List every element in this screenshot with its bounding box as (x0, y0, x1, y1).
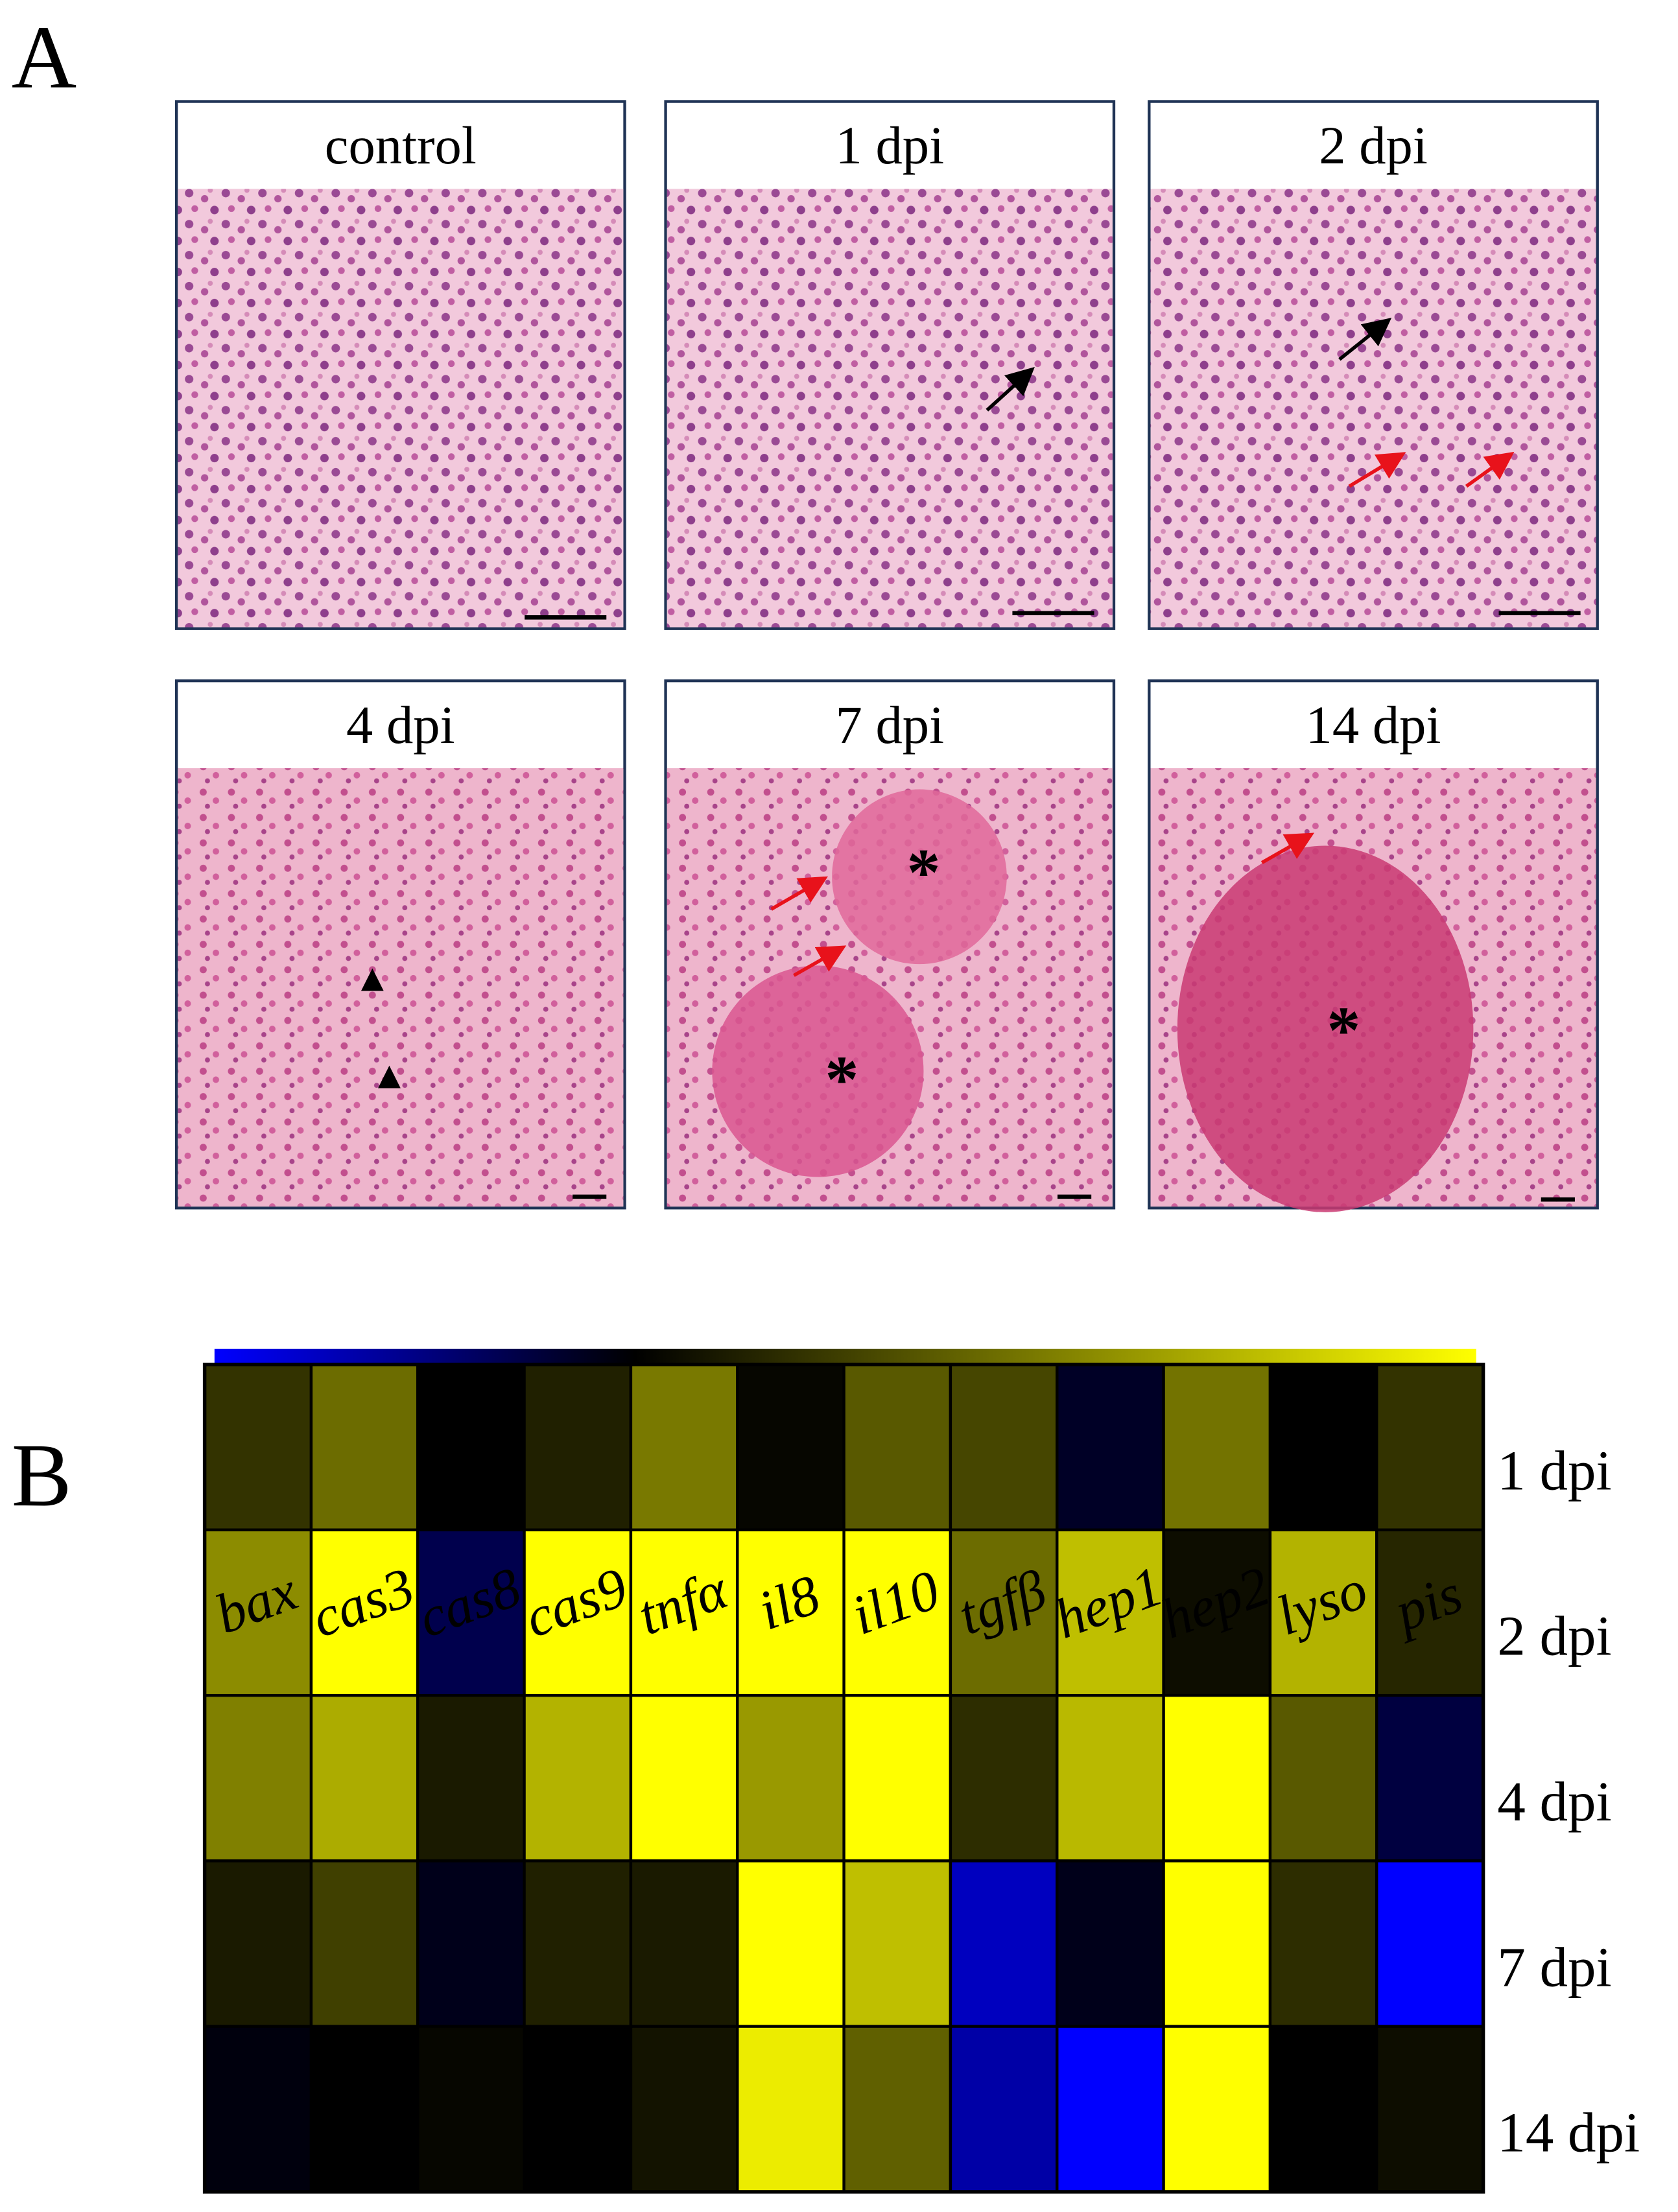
arrow (1348, 452, 1406, 488)
heatmap-cell (523, 1693, 633, 1863)
arrow (770, 876, 828, 911)
heatmap-cell (842, 1528, 952, 1697)
heatmap-cell (1268, 1528, 1378, 1697)
heatmap-cell (203, 1693, 313, 1863)
row-label: 7 dpi (1497, 1936, 1611, 1998)
heatmap-cell (1162, 1859, 1272, 2028)
heatmap-cell (949, 1693, 1059, 1863)
heatmap-cell (1268, 1859, 1378, 2028)
panel-title: 14 dpi (1306, 695, 1441, 755)
heatmap-cell (1375, 1859, 1485, 2028)
heatmap-cell (309, 1363, 420, 1532)
lesion-marker: * (1327, 993, 1360, 1068)
heatmap-cell (629, 2025, 739, 2194)
heatmap-cell (842, 1693, 952, 1863)
heatmap-cell (736, 1693, 845, 1863)
heatmap-cell (842, 2025, 952, 2194)
heatmap-cell (309, 2025, 420, 2194)
panel-label: B (12, 1426, 72, 1525)
panel-title: 4 dpi (346, 695, 455, 755)
heatmap-cell (736, 1859, 845, 2028)
heatmap-cell (203, 1363, 313, 1532)
arrow (793, 945, 847, 977)
row-label: 4 dpi (1497, 1771, 1611, 1833)
heatmap-cell (629, 1859, 739, 2028)
heatmap-cell (416, 1528, 526, 1697)
micrograph-image (178, 189, 624, 628)
heatmap-cell (1375, 1528, 1485, 1697)
lesion-marker: * (825, 1042, 858, 1117)
heatmap-cell (1056, 1859, 1165, 2028)
heatmap-cell (523, 1363, 633, 1532)
heatmap-cell (949, 1859, 1059, 2028)
arrow (986, 366, 1035, 412)
panel-title: 2 dpi (1319, 115, 1428, 175)
heatmap-cell (1056, 1363, 1165, 1532)
heatmap-cell (736, 1528, 845, 1697)
heatmap-cell (736, 1363, 845, 1532)
heatmap-cell (1056, 2025, 1165, 2194)
heatmap-cell (1375, 2025, 1485, 2194)
heatmap-cell (1162, 1528, 1272, 1697)
heatmap-cell (416, 1363, 526, 1532)
annotations (360, 318, 1581, 1202)
heatmap-cell (949, 1363, 1059, 1532)
heatmap-cell (629, 1693, 739, 1863)
micrograph-image (178, 768, 624, 1207)
heatmap-cell (1375, 1693, 1485, 1863)
row-label: 1 dpi (1497, 1439, 1611, 1501)
heatmap-cell (736, 2025, 845, 2194)
lesion-marker: * (906, 835, 940, 910)
heatmap-cell (203, 1528, 313, 1697)
lesion (1177, 845, 1474, 1212)
heatmap-cell (523, 1528, 633, 1697)
heatmap-cell (629, 1528, 739, 1697)
heatmap-cell (1268, 1693, 1378, 1863)
lesion (712, 965, 924, 1177)
micrograph-image (1150, 189, 1596, 628)
heatmap-cell (309, 1693, 420, 1863)
heatmap-border (202, 1362, 1485, 2194)
heatmap-cell (309, 1528, 420, 1697)
panel-title: control (325, 115, 477, 175)
heatmap-cell (949, 2025, 1059, 2194)
heatmap-cell (523, 2025, 633, 2194)
heatmap-cell (1375, 1363, 1485, 1532)
heatmap-cell (1268, 2025, 1378, 2194)
heatmap-cell (309, 1859, 420, 2028)
lesion (832, 789, 1007, 965)
heatmap-cell (203, 1859, 313, 2028)
heatmap: −2.00.04.0baxcas3cas8cas9tnfαil8il10tgfβ… (202, 1348, 1640, 2194)
heatmap-cell (1056, 1528, 1165, 1697)
heatmap-cell (1162, 1693, 1272, 1863)
micrograph-image (667, 189, 1113, 628)
heatmap-cell (1162, 1363, 1272, 1532)
heatmap-cell (416, 1693, 526, 1863)
panel-title: 7 dpi (836, 695, 945, 755)
arrow (1465, 451, 1515, 488)
heatmap-cell (842, 1859, 952, 2028)
heatmap-cell (523, 1859, 633, 2028)
arrow (1260, 832, 1315, 864)
heatmap-cell (1162, 2025, 1272, 2194)
panel-label: A (12, 8, 77, 108)
row-label: 14 dpi (1497, 2102, 1640, 2164)
row-label: 2 dpi (1497, 1605, 1611, 1667)
heatmap-cell (416, 1859, 526, 2028)
heatmap-cell (416, 2025, 526, 2194)
arrow (1338, 318, 1392, 361)
panel-title: 1 dpi (836, 115, 945, 175)
heatmap-cell (1056, 1693, 1165, 1863)
heatmap-cell (1268, 1363, 1378, 1532)
heatmap-cell (629, 1363, 739, 1532)
heatmap-cell (842, 1363, 952, 1532)
heatmap-cell (949, 1528, 1059, 1697)
heatmap-cell (203, 2025, 313, 2194)
micrograph-panels: control 1 dpi 2 dpi 4 dpi 7 dpi * * 14 dpi * (174, 100, 1599, 1212)
